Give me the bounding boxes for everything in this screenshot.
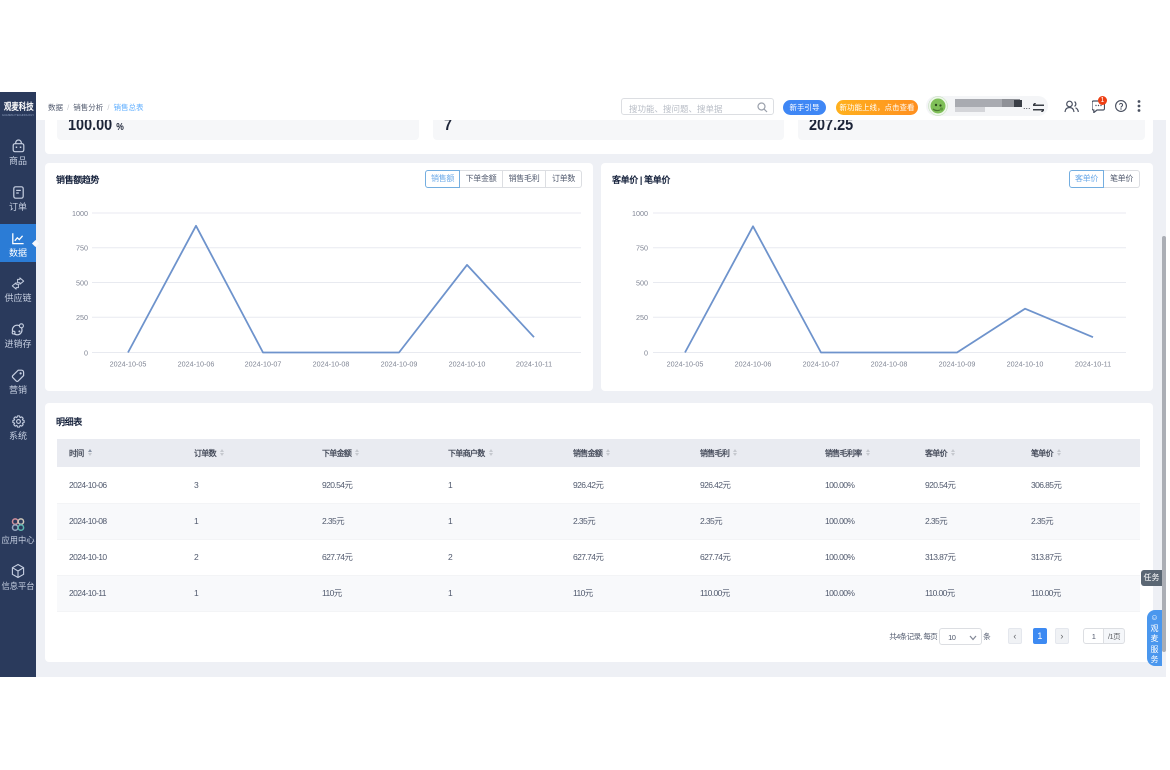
svg-text:2024-10-07: 2024-10-07 bbox=[245, 360, 282, 369]
svg-text:2024-10-07: 2024-10-07 bbox=[803, 360, 840, 369]
svg-text:2024-10-11: 2024-10-11 bbox=[1075, 360, 1111, 369]
svg-text:2024-10-09: 2024-10-09 bbox=[381, 360, 418, 369]
svg-text:1000: 1000 bbox=[632, 209, 648, 218]
svg-text:2024-10-06: 2024-10-06 bbox=[178, 360, 215, 369]
svg-text:500: 500 bbox=[76, 279, 88, 288]
svg-text:2024-10-08: 2024-10-08 bbox=[871, 360, 908, 369]
svg-text:0: 0 bbox=[84, 349, 88, 358]
svg-text:2024-10-10: 2024-10-10 bbox=[449, 360, 486, 369]
svg-text:0: 0 bbox=[644, 349, 648, 358]
svg-text:2024-10-06: 2024-10-06 bbox=[735, 360, 772, 369]
svg-text:2024-10-11: 2024-10-11 bbox=[516, 360, 552, 369]
svg-text:2024-10-08: 2024-10-08 bbox=[313, 360, 350, 369]
svg-text:250: 250 bbox=[76, 313, 88, 322]
svg-text:250: 250 bbox=[636, 313, 648, 322]
svg-text:2024-10-10: 2024-10-10 bbox=[1007, 360, 1044, 369]
svg-text:2024-10-09: 2024-10-09 bbox=[939, 360, 976, 369]
svg-text:2024-10-05: 2024-10-05 bbox=[667, 360, 704, 369]
svg-text:1000: 1000 bbox=[72, 209, 88, 218]
svg-text:500: 500 bbox=[636, 279, 648, 288]
svg-text:750: 750 bbox=[636, 244, 648, 253]
svg-text:2024-10-05: 2024-10-05 bbox=[110, 360, 147, 369]
svg-text:750: 750 bbox=[76, 244, 88, 253]
